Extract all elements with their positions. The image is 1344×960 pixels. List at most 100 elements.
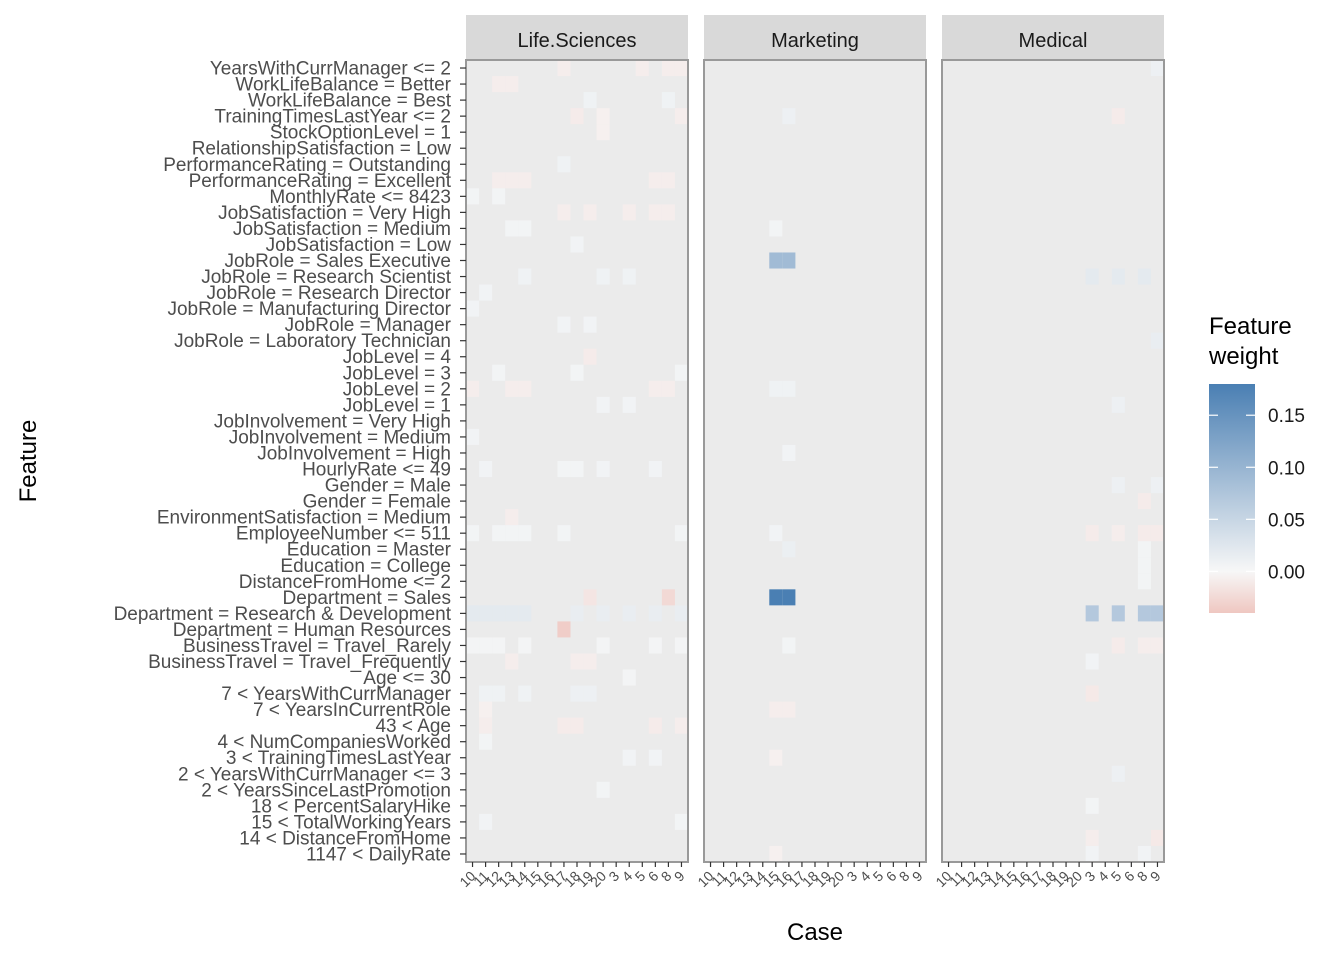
heatmap-cell xyxy=(782,380,796,397)
x-tick-label: 3 xyxy=(843,868,860,885)
x-tick-label: 4 xyxy=(1095,868,1112,885)
y-tick-label: 15 < TotalWorkingYears xyxy=(251,812,451,833)
heatmap-cell xyxy=(1085,605,1099,622)
legend-title: Feature weight xyxy=(1208,313,1292,370)
heatmap-cell xyxy=(557,461,571,478)
heatmap-cell xyxy=(782,108,796,125)
heatmap-cell xyxy=(466,428,480,445)
y-tick-label: StockOptionLevel = 1 xyxy=(270,123,451,144)
heatmap-cell xyxy=(1111,108,1125,125)
heatmap-cell xyxy=(492,76,506,93)
heatmap-cell xyxy=(648,637,662,654)
heatmap-cell xyxy=(769,252,783,269)
heatmap-cell xyxy=(782,444,796,461)
heatmap-cell xyxy=(505,509,519,526)
y-tick-label: JobRole = Manufacturing Director xyxy=(167,299,451,320)
heatmap-cell xyxy=(782,701,796,718)
x-tick-label: 8 xyxy=(1134,868,1151,885)
y-tick-label: Department = Sales xyxy=(283,588,451,609)
heatmap-cell xyxy=(769,525,783,542)
x-tick-label: 6 xyxy=(645,868,662,885)
heatmap-cell xyxy=(661,380,675,397)
legend-tick-label: 0.05 xyxy=(1268,510,1305,531)
heatmap-cell xyxy=(583,204,597,221)
heatmap-cell xyxy=(505,653,519,670)
heatmap-cell xyxy=(648,461,662,478)
heatmap-cell xyxy=(1085,845,1099,862)
y-tick-label: JobLevel = 1 xyxy=(343,395,451,416)
y-tick-label: PerformanceRating = Outstanding xyxy=(163,155,451,176)
x-tick-label: 5 xyxy=(870,868,887,885)
y-tick-label: Education = Master xyxy=(287,540,452,561)
heatmap-cell xyxy=(492,364,506,381)
heatmap-cell xyxy=(1137,493,1151,510)
heatmap-cell xyxy=(557,525,571,542)
y-tick-label: JobSatisfaction = Low xyxy=(266,235,452,256)
y-tick-label: 2 < YearsSinceLastPromotion xyxy=(201,780,451,801)
heatmap-cell xyxy=(557,621,571,638)
heatmap-cell xyxy=(1137,541,1151,558)
heatmap-cell xyxy=(1137,525,1151,542)
heatmap-cell xyxy=(661,60,675,77)
heatmap-cell xyxy=(1137,573,1151,590)
heatmap-cell xyxy=(782,541,796,558)
heatmap-cell xyxy=(492,172,506,189)
heatmap-cell xyxy=(1137,268,1151,285)
legend-tick-label: 0.10 xyxy=(1268,458,1305,479)
x-axis-title: Case xyxy=(787,919,843,946)
heatmap-cell xyxy=(518,605,532,622)
x-tick-label: 6 xyxy=(883,868,900,885)
y-tick-label: 43 < Age xyxy=(375,716,451,737)
x-tick-label: 20 xyxy=(1063,868,1085,890)
heatmap-cell xyxy=(479,733,493,750)
heatmap-cell xyxy=(1111,605,1125,622)
y-tick-label: Education = College xyxy=(280,556,451,577)
x-tick-label: 9 xyxy=(1147,868,1164,885)
y-tick-label: JobSatisfaction = Very High xyxy=(218,203,451,224)
y-axis-labels: YearsWithCurrManager <= 2WorkLifeBalance… xyxy=(114,59,466,865)
x-tick-label: 20 xyxy=(587,868,609,890)
heatmap-cell xyxy=(1085,685,1099,702)
heatmap-cell xyxy=(661,589,675,606)
y-tick-label: 1147 < DailyRate xyxy=(306,844,451,865)
y-tick-label: JobRole = Research Director xyxy=(207,283,452,304)
heatmap-cell xyxy=(674,108,688,125)
y-tick-label: Department = Human Resources xyxy=(173,620,451,641)
heatmap-cell xyxy=(622,204,636,221)
heatmap-cell xyxy=(674,60,688,77)
heatmap-cell xyxy=(505,172,519,189)
heatmap-cell xyxy=(622,669,636,686)
y-tick-label: 7 < YearsInCurrentRole xyxy=(253,700,451,721)
heatmap-cell xyxy=(492,525,506,542)
heatmap-cell xyxy=(557,156,571,173)
heatmap-cell xyxy=(479,284,493,301)
x-tick-label: 5 xyxy=(632,868,649,885)
heatmap-cell xyxy=(570,364,584,381)
heatmap-cell xyxy=(648,204,662,221)
heatmap-cell xyxy=(596,637,610,654)
y-tick-label: TrainingTimesLastYear <= 2 xyxy=(214,107,451,128)
x-tick-label: 4 xyxy=(619,868,636,885)
heatmap-cell xyxy=(1085,268,1099,285)
heatmap-cell xyxy=(1085,797,1099,814)
heatmap-cell xyxy=(583,348,597,365)
y-tick-label: 14 < DistanceFromHome xyxy=(239,828,451,849)
heatmap-cell xyxy=(1111,765,1125,782)
y-tick-label: Gender = Female xyxy=(303,492,451,513)
heatmap-cell xyxy=(557,204,571,221)
heatmap-cell xyxy=(570,717,584,734)
y-tick-label: Department = Research & Development xyxy=(114,604,452,625)
heatmap-cell xyxy=(769,845,783,862)
heatmap-cell xyxy=(466,188,480,205)
heatmap-cell xyxy=(492,188,506,205)
heatmap-cell xyxy=(1150,637,1164,654)
x-tick-label: 8 xyxy=(896,868,913,885)
y-tick-label: 3 < TrainingTimesLastYear xyxy=(226,748,452,769)
legend-ticks: 0.15 0.10 0.05 0.00 xyxy=(1209,406,1305,583)
facet-strip-label: Marketing xyxy=(771,30,859,52)
x-tick-label: 5 xyxy=(1108,868,1125,885)
panel-background xyxy=(704,60,926,862)
